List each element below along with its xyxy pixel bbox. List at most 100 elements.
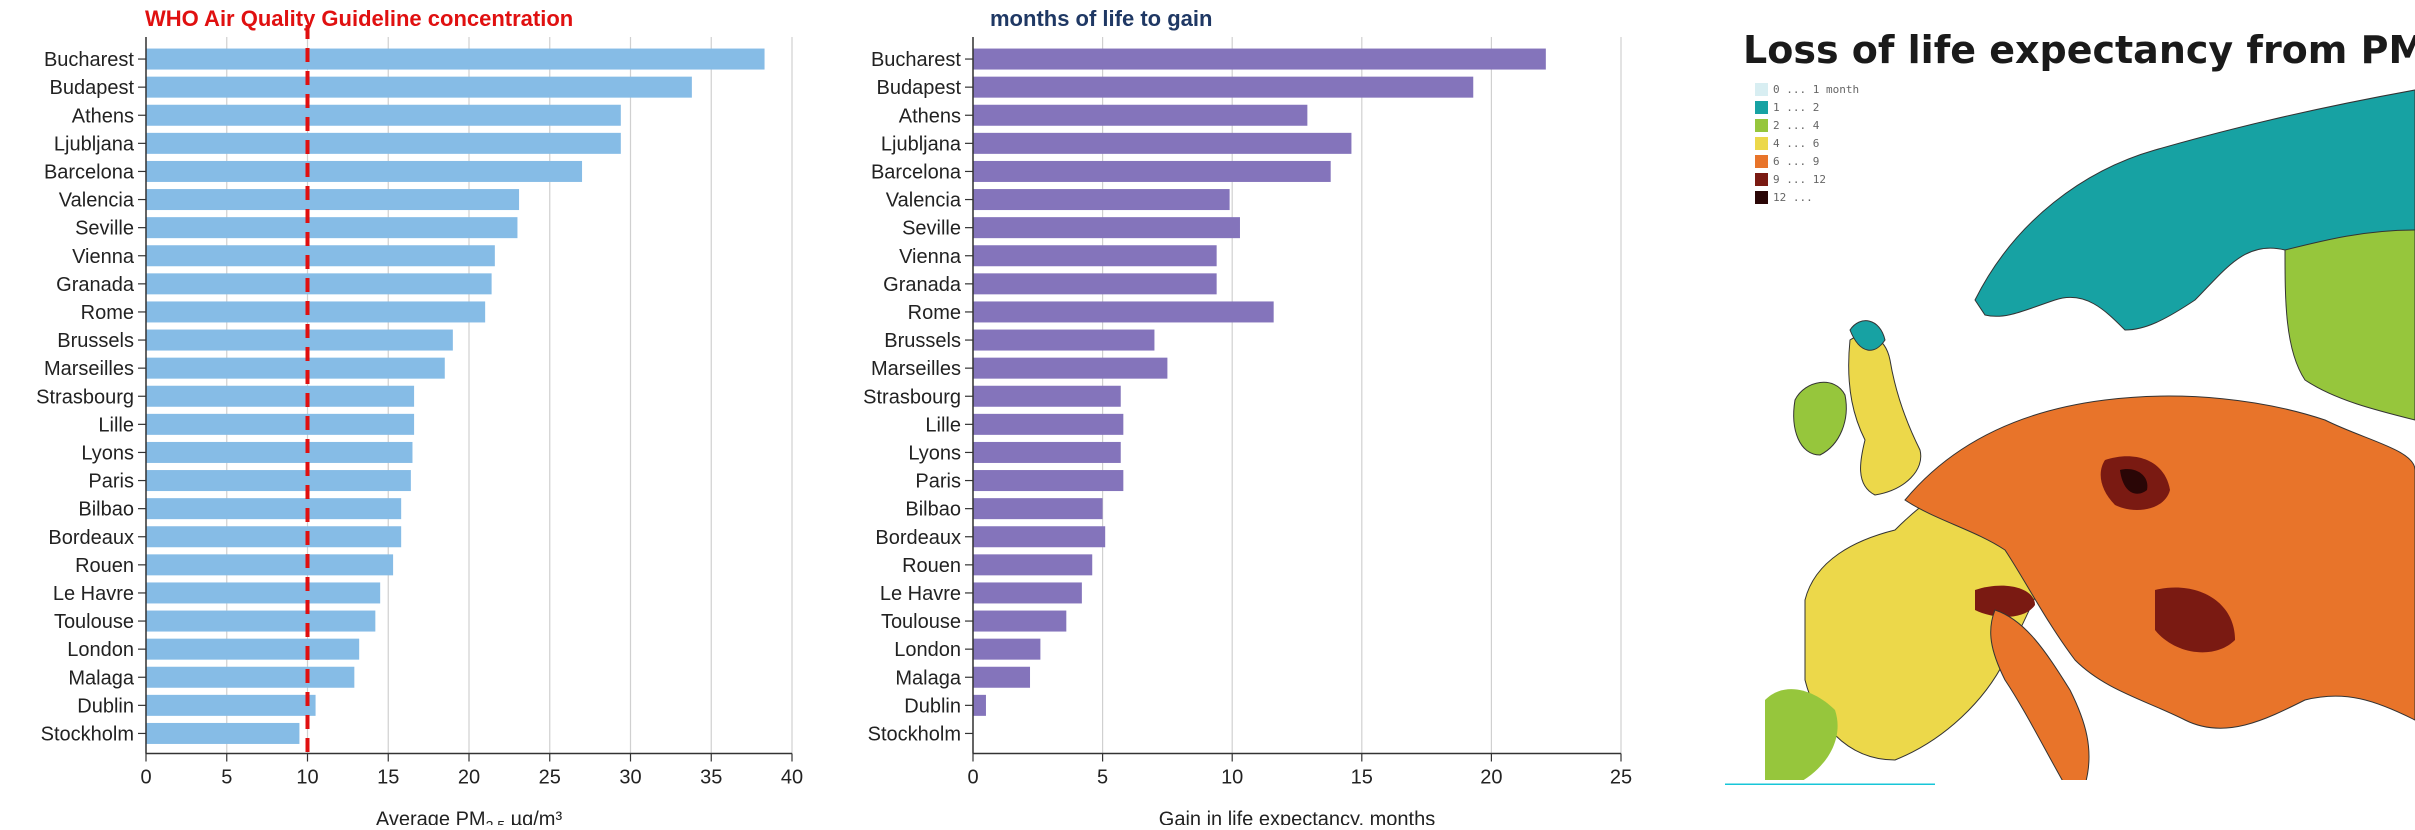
category-label: Athens	[72, 105, 134, 127]
x-tick-label: 25	[1610, 767, 1632, 789]
legend-label: 6 ... 9	[1773, 154, 1820, 168]
category-label: Vienna	[899, 246, 962, 268]
x-tick-label: 35	[700, 767, 722, 789]
bar-toulouse	[146, 610, 376, 632]
map-region-hotspot-po	[1975, 585, 2035, 617]
life-gain-chart-svg: months of life to gain Bucharest Budapest A…	[863, 6, 1632, 830]
x-tick-label: 30	[619, 767, 641, 789]
legend-item: 2 ... 4	[1755, 116, 1859, 134]
bar-vienna	[973, 245, 1217, 267]
x-tick-label: 15	[377, 767, 399, 789]
category-label: Ljubljana	[54, 133, 135, 155]
category-label: Malaga	[895, 667, 961, 689]
bar-paris	[973, 470, 1124, 492]
legend-swatch	[1755, 154, 1768, 168]
legend-label: 4 ... 6	[1773, 136, 1820, 150]
category-label: Budapest	[49, 77, 134, 99]
chart-annotation: WHO Air Quality Guideline concentration	[145, 6, 573, 31]
x-tick-label: 20	[1480, 767, 1502, 789]
map-legend: 0 ... 1 month 1 ... 2 2 ... 4 4 ... 6 6 ... …	[1755, 80, 1859, 206]
legend-label: 0 ... 1 month	[1773, 82, 1860, 96]
bar-malaga	[146, 666, 355, 688]
legend-item: 9 ... 12	[1755, 170, 1859, 188]
x-tick-label: 10	[296, 767, 318, 789]
bar-bilbao	[146, 498, 402, 520]
category-label: Athens	[899, 105, 961, 127]
bar-granada	[973, 273, 1217, 295]
legend-label: 1 ... 2	[1773, 100, 1820, 114]
x-tick-label: 0	[140, 767, 151, 789]
category-label: Marseilles	[871, 358, 961, 380]
bar-marseilles	[973, 357, 1168, 379]
map-region-hotspot-pounder	[2120, 469, 2148, 494]
map-region-britain	[1848, 334, 1922, 496]
bar-barcelona	[146, 160, 583, 182]
category-label: Ljubljana	[881, 133, 962, 155]
legend-swatch	[1755, 100, 1768, 114]
bar-le-havre	[146, 582, 381, 604]
bar-rome	[146, 301, 486, 323]
bar-rouen	[146, 554, 394, 576]
category-label: Lyons	[81, 442, 134, 464]
bar-toulouse	[973, 610, 1067, 632]
map-region-hotspot-balkans	[2155, 587, 2235, 653]
legend-label: 9 ... 12	[1773, 172, 1826, 186]
legend-swatch	[1755, 136, 1768, 150]
category-label: Brussels	[57, 330, 134, 352]
category-label: Dublin	[904, 695, 961, 717]
map-title: Loss of life expectancy from PM2.5	[1743, 28, 2415, 72]
bar-ljubljana	[973, 132, 1352, 154]
category-label: Brussels	[884, 330, 961, 352]
legend-item: 6 ... 9	[1755, 152, 1859, 170]
pm25-chart-svg: WHO Air Quality Guideline concentration B…	[36, 6, 803, 830]
category-label: Barcelona	[44, 161, 135, 183]
category-label: Le Havre	[53, 583, 134, 605]
legend-item: 0 ... 1 month	[1755, 80, 1859, 98]
category-label: Paris	[88, 471, 134, 493]
legend-label: 2 ... 4	[1773, 118, 1820, 132]
map-region-ireland	[1793, 381, 1847, 456]
bar-valencia	[146, 189, 520, 211]
bar-bucharest	[146, 48, 765, 70]
life-gain-chart: months of life to gain Bucharest Budapest A…	[820, 0, 1650, 830]
category-label: Toulouse	[881, 611, 961, 633]
bar-valencia	[973, 189, 1230, 211]
bar-budapest	[973, 76, 1474, 98]
bar-marseilles	[146, 357, 445, 379]
category-label: Toulouse	[54, 611, 134, 633]
bar-le-havre	[973, 582, 1082, 604]
x-axis-label: Average PM2.5 µg/m³	[376, 809, 563, 826]
map-region-italy	[1990, 609, 2090, 785]
legend-label: 12 ...	[1773, 190, 1813, 204]
bar-seville	[973, 217, 1240, 239]
legend-swatch	[1755, 82, 1768, 96]
legend-item: 4 ... 6	[1755, 134, 1859, 152]
category-label: Bilbao	[78, 499, 134, 521]
category-label: Strasbourg	[36, 386, 134, 408]
bar-lyons	[973, 441, 1121, 463]
category-label: Rome	[908, 302, 961, 324]
legend-swatch	[1755, 172, 1768, 186]
bar-stockholm	[146, 722, 300, 744]
bar-vienna	[146, 245, 495, 267]
bar-seville	[146, 217, 518, 239]
category-label: Granada	[56, 274, 135, 296]
europe-map-panel: Loss of life expectancy from PM2.5 0 ...…	[1725, 0, 2415, 825]
bar-bucharest	[973, 48, 1546, 70]
bar-strasbourg	[146, 385, 415, 407]
bar-lille	[973, 413, 1124, 435]
category-label: Bucharest	[871, 49, 961, 71]
bar-brussels	[146, 329, 453, 351]
bar-london	[973, 638, 1041, 660]
category-label: Barcelona	[871, 161, 962, 183]
x-tick-label: 5	[1097, 767, 1108, 789]
legend-swatch	[1755, 118, 1768, 132]
bar-budapest	[146, 76, 692, 98]
x-tick-label: 40	[781, 767, 803, 789]
bar-bilbao	[973, 498, 1103, 520]
category-label: Valencia	[59, 190, 135, 212]
category-label: Malaga	[68, 667, 134, 689]
bar-dublin	[973, 694, 986, 716]
category-label: Bordeaux	[875, 527, 961, 549]
bar-london	[146, 638, 360, 660]
